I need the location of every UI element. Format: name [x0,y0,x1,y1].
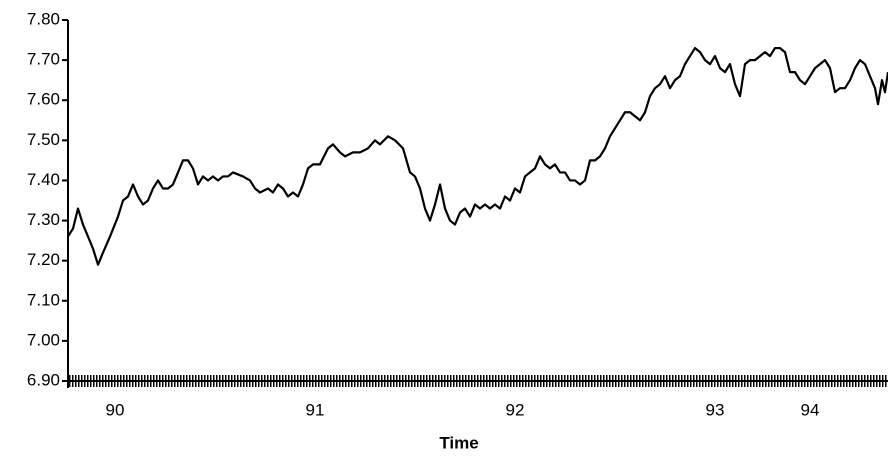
y-tick-label: 7.10 [27,290,60,309]
data-line [67,46,888,266]
y-tick-label: 7.80 [27,9,60,28]
y-tick-label: 7.70 [27,50,60,69]
y-tick-label: 7.40 [27,170,60,189]
x-tick-label: 91 [306,400,325,419]
y-tick-label: 7.20 [27,250,60,269]
x-tick-label: 90 [106,400,125,419]
x-axis-title: Time [439,433,478,452]
y-tick-label: 7.00 [27,330,60,349]
x-tick-label: 92 [506,400,525,419]
y-tick-label: 7.60 [27,90,60,109]
y-tick-label: 7.30 [27,210,60,229]
y-tick-label: 7.50 [27,130,60,149]
x-tick-label: 93 [706,400,725,419]
y-tick-label: 6.90 [27,370,60,389]
x-tick-label: 94 [801,400,820,419]
